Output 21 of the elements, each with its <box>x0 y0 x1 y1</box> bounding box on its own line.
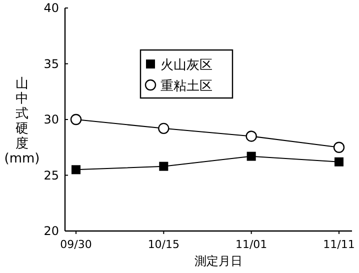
y-tick-label: 40 <box>44 1 59 15</box>
point <box>158 122 170 134</box>
point <box>70 114 82 126</box>
legend-label: 重粘土区 <box>160 79 212 94</box>
x-tick-label: 09/30 <box>60 238 92 251</box>
legend-label: 火山灰区 <box>160 58 212 73</box>
x-tick-label: 11/11 <box>323 238 355 251</box>
x-tick-label: 11/01 <box>235 238 268 251</box>
y-tick-label: 30 <box>44 112 59 126</box>
x-tick-label: 10/15 <box>148 238 180 251</box>
point <box>246 130 257 142</box>
point <box>334 157 344 166</box>
y-tick-label: 20 <box>44 224 59 238</box>
point <box>72 165 80 174</box>
point <box>246 152 256 161</box>
x-axis-title: 測定月日 <box>194 254 242 268</box>
y-tick-label: 25 <box>44 168 59 182</box>
point <box>159 162 168 171</box>
y-tick-label: 35 <box>44 56 59 71</box>
y-axis-title: 山中式硬度(mm) <box>4 76 40 166</box>
point <box>333 142 345 153</box>
